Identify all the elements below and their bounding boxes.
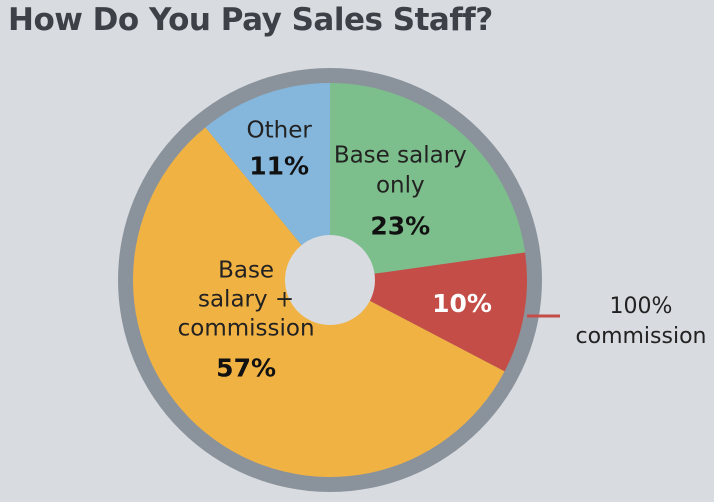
slice-label: Base salary (334, 143, 467, 169)
pie-slice (205, 83, 330, 280)
slice-value-label: 23% (370, 212, 430, 241)
pie-center-hole (285, 235, 375, 325)
slice-value-label: 57% (216, 353, 276, 382)
slice-label: only (376, 173, 425, 199)
callout-label: 100% (610, 294, 673, 319)
slice-label: Other (247, 118, 313, 144)
pie-slice (330, 252, 527, 372)
slice-label: commission (178, 315, 315, 341)
slice-label: Base (218, 257, 274, 283)
slice-value-label: 11% (249, 152, 309, 181)
slice-value-label: 10% (432, 289, 492, 318)
slice-label: salary + (198, 286, 294, 312)
callout-label: commission (576, 324, 707, 349)
pie-slice (330, 83, 526, 280)
chart-title: How Do You Pay Sales Staff? (8, 2, 493, 38)
